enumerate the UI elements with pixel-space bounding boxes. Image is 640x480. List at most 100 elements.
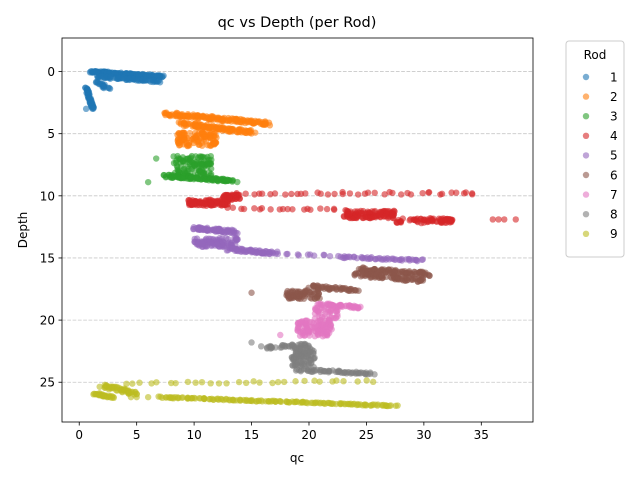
- data-point: [324, 191, 332, 198]
- data-point: [317, 190, 324, 197]
- data-point: [201, 395, 208, 402]
- data-point: [307, 206, 314, 213]
- data-point: [468, 190, 476, 197]
- data-point: [333, 308, 341, 315]
- data-point: [425, 189, 433, 196]
- legend-label: 7: [610, 188, 618, 202]
- data-point: [172, 379, 179, 387]
- data-point: [340, 377, 347, 385]
- data-point: [310, 252, 318, 259]
- y-tick-label: 0: [47, 65, 55, 79]
- data-point: [429, 218, 436, 225]
- data-point: [204, 153, 211, 161]
- legend-marker: [582, 152, 590, 159]
- x-axis-label: qc: [290, 451, 304, 465]
- data-point: [412, 217, 420, 224]
- legend-label: 8: [610, 208, 618, 222]
- data-point: [208, 241, 216, 249]
- data-point: [87, 68, 94, 75]
- data-point: [306, 294, 314, 301]
- data-point: [250, 378, 257, 385]
- data-point: [247, 128, 254, 135]
- data-point: [331, 190, 338, 198]
- data-points: [82, 67, 519, 410]
- data-point: [283, 250, 290, 258]
- data-point: [242, 190, 249, 197]
- data-point: [362, 402, 370, 409]
- data-point: [191, 167, 198, 175]
- data-point: [252, 129, 259, 136]
- data-point: [315, 290, 322, 297]
- series-rod-4: [185, 188, 519, 227]
- data-point: [284, 205, 291, 213]
- data-point: [133, 393, 140, 401]
- data-point: [346, 190, 354, 197]
- data-point: [317, 205, 324, 212]
- data-point: [277, 331, 284, 339]
- data-point: [359, 255, 366, 262]
- legend-label: 1: [610, 70, 618, 84]
- data-point: [314, 322, 321, 330]
- data-point: [226, 194, 233, 202]
- data-point: [389, 189, 396, 197]
- data-point: [228, 125, 236, 133]
- data-point: [365, 214, 372, 221]
- data-point: [423, 218, 431, 226]
- data-point: [213, 197, 221, 205]
- data-point: [218, 201, 225, 209]
- data-point: [160, 72, 167, 79]
- data-point: [296, 324, 303, 331]
- data-point: [512, 216, 519, 223]
- data-point: [354, 191, 362, 198]
- data-point: [234, 178, 241, 186]
- data-point: [271, 190, 279, 197]
- y-tick-label: 25: [40, 376, 55, 390]
- data-point: [259, 398, 266, 405]
- data-point: [192, 379, 199, 386]
- data-point: [345, 253, 353, 260]
- data-point: [319, 321, 326, 328]
- x-tick-label: 20: [301, 428, 316, 442]
- data-point: [307, 356, 315, 364]
- data-point: [213, 134, 220, 141]
- data-point: [370, 213, 378, 220]
- data-point: [207, 135, 214, 142]
- legend-marker: [582, 132, 590, 139]
- y-tick-label: 5: [47, 127, 55, 141]
- data-point: [303, 399, 310, 406]
- data-point: [200, 200, 207, 207]
- data-point: [197, 134, 204, 142]
- data-point: [303, 287, 311, 294]
- data-point: [418, 219, 425, 227]
- data-point: [182, 158, 189, 165]
- data-point: [186, 129, 194, 137]
- data-point: [319, 333, 326, 340]
- data-point: [186, 142, 193, 149]
- data-point: [301, 349, 308, 356]
- data-point: [489, 216, 496, 223]
- data-point: [354, 305, 361, 312]
- data-point: [460, 190, 468, 197]
- data-point: [274, 378, 282, 386]
- data-point: [108, 394, 116, 401]
- legend-label: 5: [610, 149, 618, 163]
- data-point: [355, 287, 362, 294]
- data-point: [223, 380, 230, 387]
- y-axis-label: Depth: [16, 212, 30, 249]
- data-point: [191, 133, 199, 140]
- legend-label: 6: [610, 168, 618, 182]
- data-point: [136, 379, 143, 386]
- legend-marker: [582, 211, 590, 218]
- data-point: [302, 328, 309, 335]
- data-point: [178, 162, 185, 170]
- data-point: [326, 324, 334, 331]
- data-point: [153, 379, 160, 386]
- data-point: [312, 306, 319, 313]
- data-point: [407, 191, 415, 198]
- legend-label: 9: [610, 227, 618, 241]
- data-point: [234, 229, 241, 237]
- legend-label: 4: [610, 129, 618, 143]
- data-point: [191, 161, 198, 168]
- data-point: [207, 200, 215, 207]
- data-point: [343, 210, 351, 217]
